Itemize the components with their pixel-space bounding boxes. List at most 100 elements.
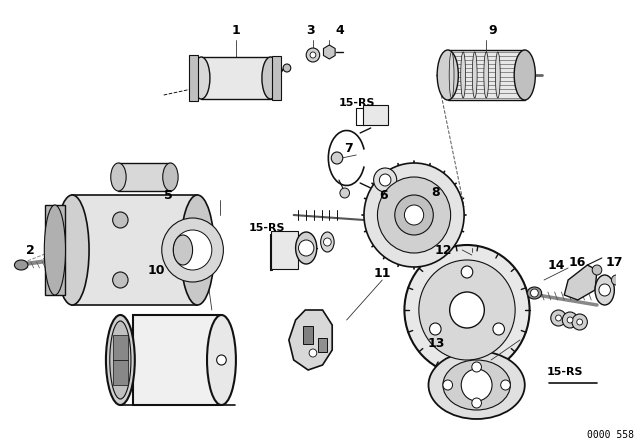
- Ellipse shape: [207, 315, 236, 405]
- Circle shape: [531, 289, 538, 297]
- Text: 6: 6: [379, 189, 388, 202]
- Bar: [118, 163, 171, 191]
- Polygon shape: [564, 265, 597, 300]
- Circle shape: [309, 349, 317, 357]
- Ellipse shape: [110, 321, 131, 399]
- Circle shape: [556, 315, 561, 321]
- Polygon shape: [323, 45, 335, 59]
- Circle shape: [404, 245, 529, 375]
- Ellipse shape: [443, 360, 510, 410]
- Bar: [189, 55, 198, 101]
- Bar: [271, 231, 298, 269]
- Text: 17: 17: [605, 255, 623, 268]
- Text: 5: 5: [164, 189, 173, 202]
- Ellipse shape: [111, 163, 126, 191]
- Circle shape: [567, 317, 573, 323]
- Ellipse shape: [449, 52, 454, 98]
- Circle shape: [577, 319, 582, 325]
- Circle shape: [572, 314, 588, 330]
- Ellipse shape: [437, 50, 458, 100]
- Circle shape: [461, 369, 492, 401]
- Circle shape: [374, 168, 397, 192]
- Polygon shape: [289, 310, 332, 370]
- Circle shape: [340, 188, 349, 198]
- Circle shape: [493, 323, 504, 335]
- Circle shape: [461, 266, 473, 278]
- Circle shape: [551, 310, 566, 326]
- Circle shape: [500, 380, 510, 390]
- Text: 12: 12: [434, 244, 452, 257]
- Bar: [448, 50, 525, 100]
- Circle shape: [404, 205, 424, 225]
- Ellipse shape: [56, 195, 89, 305]
- Text: 14: 14: [548, 258, 565, 271]
- Ellipse shape: [514, 50, 536, 100]
- Text: 9: 9: [489, 23, 497, 36]
- Circle shape: [217, 355, 227, 365]
- Text: 13: 13: [428, 336, 445, 349]
- Bar: [364, 105, 388, 125]
- Circle shape: [324, 238, 332, 246]
- Bar: [201, 57, 271, 99]
- Ellipse shape: [262, 57, 279, 99]
- Ellipse shape: [527, 287, 541, 299]
- Text: 2: 2: [26, 244, 35, 257]
- Circle shape: [162, 218, 223, 282]
- Ellipse shape: [180, 195, 214, 305]
- Ellipse shape: [44, 205, 65, 295]
- Circle shape: [419, 260, 515, 360]
- Ellipse shape: [106, 315, 135, 405]
- Ellipse shape: [193, 57, 210, 99]
- Polygon shape: [113, 335, 128, 360]
- Circle shape: [611, 275, 621, 285]
- Circle shape: [332, 152, 343, 164]
- Bar: [317, 338, 328, 352]
- Circle shape: [472, 362, 481, 372]
- Ellipse shape: [484, 52, 489, 98]
- Text: 8: 8: [431, 185, 440, 198]
- Circle shape: [173, 230, 212, 270]
- Bar: [45, 205, 65, 295]
- Text: 4: 4: [335, 23, 344, 36]
- Circle shape: [450, 292, 484, 328]
- Text: 0000 558: 0000 558: [588, 430, 634, 440]
- Ellipse shape: [163, 163, 178, 191]
- Circle shape: [395, 195, 433, 235]
- Ellipse shape: [495, 52, 500, 98]
- Text: 1: 1: [232, 23, 240, 36]
- Polygon shape: [113, 360, 128, 385]
- Bar: [303, 326, 313, 344]
- Circle shape: [443, 380, 452, 390]
- Text: 15-RS: 15-RS: [339, 98, 376, 108]
- Text: 16: 16: [569, 255, 586, 268]
- Text: 10: 10: [147, 263, 164, 276]
- Circle shape: [378, 177, 451, 253]
- Text: 15-RS: 15-RS: [248, 223, 285, 233]
- Bar: [133, 315, 220, 405]
- Circle shape: [113, 212, 128, 228]
- Circle shape: [364, 163, 464, 267]
- Ellipse shape: [296, 232, 317, 264]
- Circle shape: [380, 174, 391, 186]
- Ellipse shape: [173, 235, 193, 265]
- Circle shape: [429, 323, 441, 335]
- Text: 11: 11: [374, 267, 391, 280]
- Circle shape: [472, 398, 481, 408]
- Ellipse shape: [429, 351, 525, 419]
- Ellipse shape: [321, 232, 334, 252]
- Circle shape: [306, 48, 319, 62]
- Circle shape: [113, 272, 128, 288]
- Circle shape: [563, 312, 578, 328]
- Ellipse shape: [595, 275, 614, 305]
- Ellipse shape: [461, 52, 465, 98]
- Ellipse shape: [472, 52, 477, 98]
- Text: 7: 7: [344, 142, 353, 155]
- Circle shape: [599, 284, 611, 296]
- Text: 3: 3: [306, 23, 314, 36]
- Bar: [72, 195, 197, 305]
- Bar: [271, 56, 281, 100]
- Ellipse shape: [283, 64, 291, 72]
- Ellipse shape: [15, 260, 28, 270]
- Circle shape: [310, 52, 316, 58]
- Circle shape: [592, 265, 602, 275]
